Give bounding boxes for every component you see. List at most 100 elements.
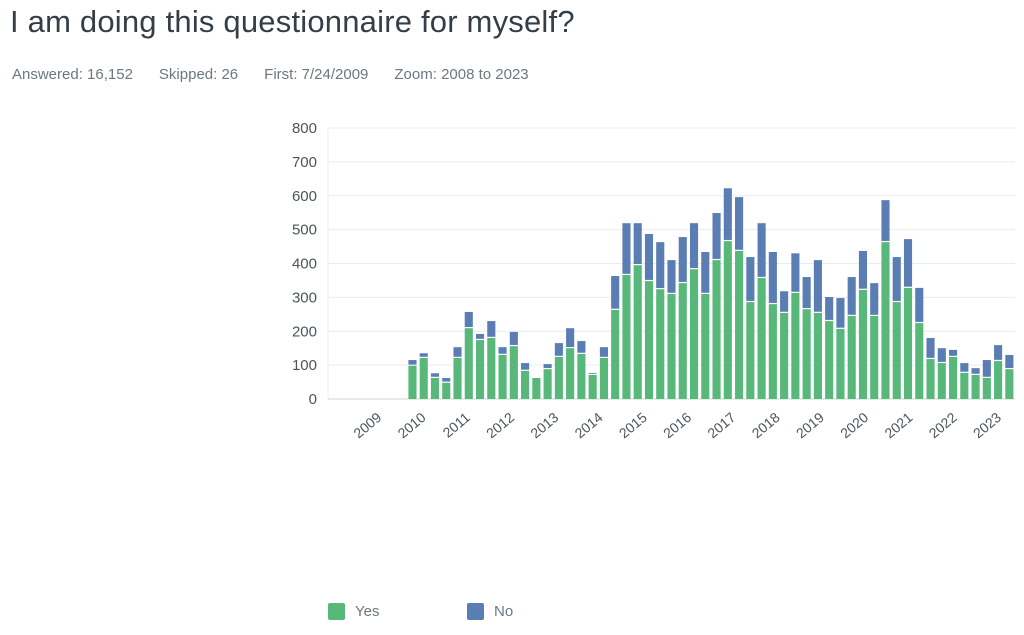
bar-no[interactable] — [611, 276, 620, 309]
bar-yes[interactable] — [599, 358, 608, 399]
bar-yes[interactable] — [667, 293, 676, 399]
bar-yes[interactable] — [442, 382, 451, 399]
bar-yes[interactable] — [509, 346, 518, 399]
bar-yes[interactable] — [498, 354, 507, 399]
bar-no[interactable] — [892, 257, 901, 301]
bar-yes[interactable] — [757, 278, 766, 399]
bar-yes[interactable] — [532, 377, 541, 399]
bar-no[interactable] — [712, 213, 721, 259]
bar-no[interactable] — [746, 257, 755, 301]
bar-yes[interactable] — [712, 260, 721, 399]
bar-yes[interactable] — [937, 363, 946, 399]
bar-yes[interactable] — [903, 287, 913, 399]
bar-no[interactable] — [881, 200, 890, 241]
bar-yes[interactable] — [487, 338, 496, 399]
bar-yes[interactable] — [926, 359, 935, 399]
bar-no[interactable] — [780, 291, 789, 312]
bar-yes[interactable] — [475, 340, 485, 399]
bar-yes[interactable] — [791, 292, 800, 399]
bar-no[interactable] — [419, 353, 428, 357]
bar-yes[interactable] — [543, 369, 552, 399]
bar-yes[interactable] — [768, 304, 777, 399]
bar-yes[interactable] — [554, 356, 563, 399]
bar-yes[interactable] — [802, 309, 811, 399]
bar-no[interactable] — [599, 347, 608, 357]
bar-no[interactable] — [858, 250, 868, 289]
bar-yes[interactable] — [611, 309, 620, 399]
legend-item-no[interactable]: No — [467, 603, 513, 620]
bar-no[interactable] — [915, 287, 924, 322]
bar-no[interactable] — [588, 372, 597, 374]
bar-no[interactable] — [487, 321, 496, 337]
bar-yes[interactable] — [780, 312, 789, 399]
bar-no[interactable] — [937, 348, 946, 362]
bar-no[interactable] — [442, 377, 451, 382]
bar-no[interactable] — [408, 360, 417, 365]
bar-no[interactable] — [453, 347, 462, 357]
bar-no[interactable] — [735, 197, 744, 250]
bar-yes[interactable] — [949, 356, 958, 399]
bar-yes[interactable] — [689, 269, 699, 399]
bar-yes[interactable] — [521, 370, 530, 399]
bar-no[interactable] — [926, 338, 935, 358]
bar-no[interactable] — [554, 343, 563, 356]
bar-no[interactable] — [825, 297, 834, 320]
bar-no[interactable] — [633, 223, 642, 264]
bar-yes[interactable] — [419, 358, 428, 399]
bar-yes[interactable] — [847, 316, 856, 399]
bar-no[interactable] — [960, 363, 969, 372]
bar-yes[interactable] — [813, 312, 822, 399]
bar-no[interactable] — [689, 223, 699, 269]
bar-no[interactable] — [622, 223, 631, 274]
bar-no[interactable] — [971, 368, 980, 374]
bar-yes[interactable] — [430, 377, 440, 399]
bar-yes[interactable] — [746, 302, 755, 399]
bar-yes[interactable] — [915, 323, 924, 399]
bar-no[interactable] — [498, 347, 507, 354]
bar-no[interactable] — [982, 360, 991, 377]
bar-yes[interactable] — [453, 358, 462, 399]
bar-yes[interactable] — [588, 374, 597, 399]
bar-no[interactable] — [430, 373, 440, 377]
bar-yes[interactable] — [644, 281, 654, 399]
bar-yes[interactable] — [577, 353, 586, 399]
bar-yes[interactable] — [858, 289, 868, 399]
bar-no[interactable] — [791, 253, 800, 292]
bar-yes[interactable] — [622, 275, 631, 399]
bar-no[interactable] — [802, 277, 811, 309]
bar-no[interactable] — [757, 223, 766, 277]
bar-no[interactable] — [903, 239, 913, 287]
bar-yes[interactable] — [881, 242, 890, 399]
bar-yes[interactable] — [566, 348, 575, 399]
bar-yes[interactable] — [656, 289, 665, 399]
bar-yes[interactable] — [960, 372, 969, 399]
bar-yes[interactable] — [735, 250, 744, 399]
bar-yes[interactable] — [408, 365, 417, 399]
zoom-range[interactable]: Zoom: 2008 to 2023 — [394, 66, 529, 83]
bar-yes[interactable] — [723, 241, 732, 399]
bar-no[interactable] — [464, 311, 473, 328]
bar-yes[interactable] — [678, 283, 687, 399]
bar-no[interactable] — [701, 251, 710, 293]
bar-no[interactable] — [870, 283, 879, 315]
bar-no[interactable] — [521, 363, 530, 370]
bar-no[interactable] — [994, 345, 1003, 360]
legend-item-yes[interactable]: Yes — [328, 603, 379, 620]
bar-no[interactable] — [847, 277, 856, 315]
bar-no[interactable] — [768, 251, 777, 303]
bar-yes[interactable] — [994, 361, 1003, 399]
bar-yes[interactable] — [464, 328, 473, 399]
bar-yes[interactable] — [870, 316, 879, 399]
bar-no[interactable] — [543, 364, 552, 368]
bar-no[interactable] — [949, 349, 958, 356]
bar-no[interactable] — [566, 328, 575, 347]
bar-no[interactable] — [1005, 354, 1014, 368]
bar-no[interactable] — [644, 234, 654, 280]
bar-yes[interactable] — [836, 328, 845, 399]
bar-no[interactable] — [813, 260, 822, 312]
bar-yes[interactable] — [701, 293, 710, 399]
bar-yes[interactable] — [633, 265, 642, 399]
bar-no[interactable] — [577, 341, 586, 353]
bar-no[interactable] — [836, 298, 845, 328]
bar-no[interactable] — [723, 188, 732, 240]
